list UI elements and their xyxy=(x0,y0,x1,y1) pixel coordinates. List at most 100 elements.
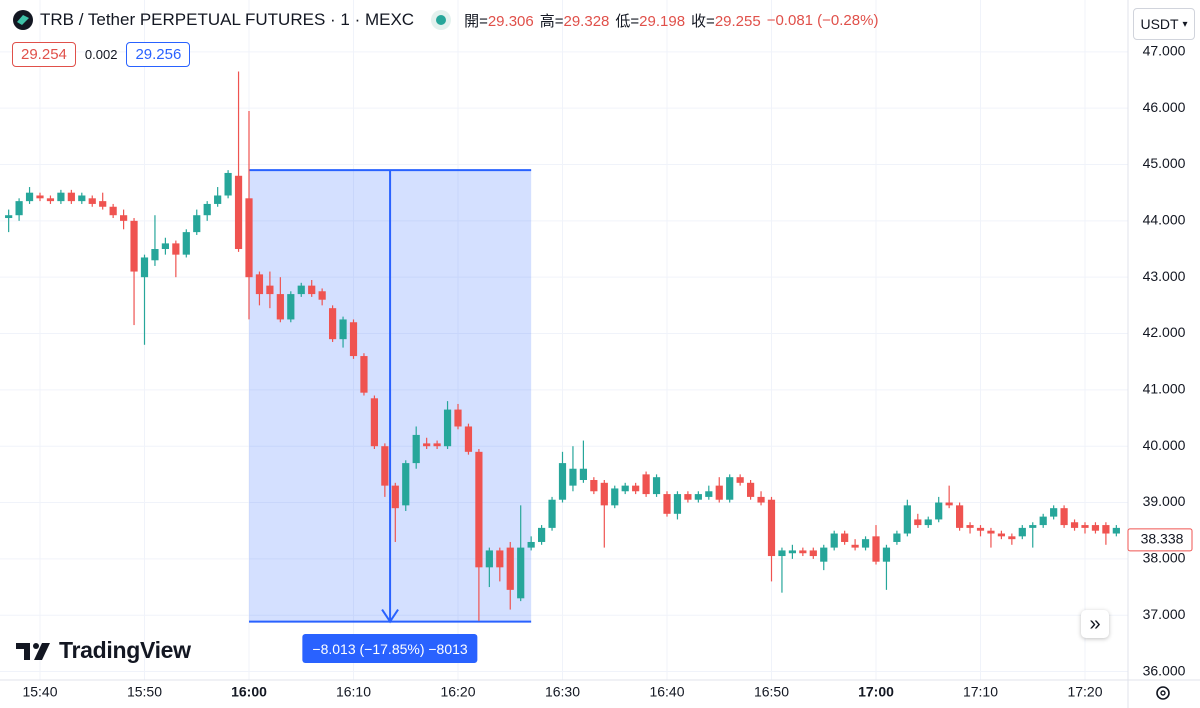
candle-body xyxy=(1091,525,1100,531)
candle-body xyxy=(966,525,974,528)
candle-body xyxy=(705,491,713,497)
candle-body xyxy=(15,201,23,216)
candle-body xyxy=(245,198,253,278)
ohlc-label: 開= xyxy=(464,12,488,30)
last-price-box xyxy=(1127,528,1193,552)
candle-body xyxy=(1008,536,1016,540)
candle-body xyxy=(349,322,358,357)
candle-body xyxy=(99,201,107,207)
y-tick-label: 47.000 xyxy=(1143,43,1186,59)
logo-text: TradingView xyxy=(59,637,191,663)
x-tick-label: 17:00 xyxy=(858,684,894,700)
candle-body xyxy=(767,499,776,557)
header: TRB / Tether PERPETUAL FUTURES · 1 · MEX… xyxy=(12,9,878,31)
candle-body xyxy=(1018,527,1026,537)
candle-body xyxy=(214,195,222,204)
candle-body xyxy=(611,488,619,506)
candle-body xyxy=(997,533,1005,537)
candle-body xyxy=(297,285,305,295)
candle-body xyxy=(391,485,399,509)
scroll-to-latest[interactable]: » xyxy=(1081,610,1109,638)
candle-body xyxy=(715,485,723,500)
x-tick-label: 15:50 xyxy=(127,684,162,700)
settings-icon-core xyxy=(1160,690,1166,696)
candle-body xyxy=(820,547,828,562)
candle-body xyxy=(538,527,546,542)
y-tick-label: 37.000 xyxy=(1143,606,1186,622)
measure-label: −8.013 (−17.85%) −8013 xyxy=(302,634,478,663)
candle-body xyxy=(548,499,556,528)
candle-body xyxy=(475,451,483,568)
candle-body xyxy=(329,308,337,340)
candle-body xyxy=(872,536,880,562)
x-tick-label: 17:20 xyxy=(1067,684,1102,700)
candle-body xyxy=(161,243,169,250)
candle-body xyxy=(433,443,441,447)
candle-body xyxy=(370,398,378,447)
ohlc-label: 低= xyxy=(615,12,640,30)
candle-body xyxy=(423,443,431,447)
price-boxes: 29.254 0.002 29.256 xyxy=(12,42,191,67)
x-tick-label: 16:50 xyxy=(754,684,789,700)
candle-body xyxy=(851,544,859,548)
ohlc-label: 收= xyxy=(691,12,715,30)
candle-body xyxy=(381,446,389,486)
ask-price[interactable]: 29.256 xyxy=(126,42,191,67)
y-tick-label: 42.000 xyxy=(1143,324,1186,340)
y-tick-label: 41.000 xyxy=(1143,381,1186,397)
candle-body xyxy=(663,494,671,514)
logo[interactable]: TradingView xyxy=(16,637,191,664)
y-tick-label: 44.000 xyxy=(1143,212,1186,228)
candle-body xyxy=(203,203,211,216)
ohlc-item: 高=29.328 xyxy=(540,10,610,31)
x-tick-label: 16:10 xyxy=(336,684,371,700)
symbol-title[interactable]: TRB / Tether PERPETUAL FUTURES · 1 · MEX… xyxy=(40,10,415,29)
y-tick-label: 38.000 xyxy=(1143,550,1186,566)
candle-body xyxy=(402,463,410,506)
candle-body xyxy=(673,494,682,514)
change: −0.081 (−0.28%) xyxy=(766,11,879,29)
candle-body xyxy=(788,550,796,554)
candle-body xyxy=(1050,508,1058,517)
candle-body xyxy=(600,482,608,506)
x-tick-label: 16:00 xyxy=(231,684,267,700)
candle-body xyxy=(1081,525,1089,528)
candle-body xyxy=(956,505,964,528)
ohlc-value: 29.198 xyxy=(639,12,686,30)
candle-body xyxy=(882,547,891,562)
candle-body xyxy=(308,285,316,295)
candle-body xyxy=(1060,508,1068,526)
ohlc-item: 低=29.198 xyxy=(615,10,685,31)
currency: USDT xyxy=(1140,16,1179,32)
candle-body xyxy=(67,192,75,202)
candle-body xyxy=(36,195,44,199)
candle-body xyxy=(193,215,201,233)
ohlc-value: 29.328 xyxy=(563,12,610,30)
candle-body xyxy=(318,291,326,300)
candle-body xyxy=(558,463,567,500)
y-tick-label: 45.000 xyxy=(1143,155,1186,171)
ohlc-item: 開=29.306 xyxy=(464,10,534,31)
currency-button[interactable]: USDT ▾ xyxy=(1133,8,1195,40)
candle-body xyxy=(569,468,577,486)
candle-body xyxy=(976,527,985,531)
status-dot xyxy=(436,15,447,25)
candle-body xyxy=(140,257,149,278)
candle-body xyxy=(5,215,13,219)
candle-body xyxy=(642,474,650,495)
candle-body xyxy=(287,294,295,320)
candle-body xyxy=(809,550,817,557)
candle-body xyxy=(799,550,807,554)
candle-body xyxy=(485,550,493,568)
candle-body xyxy=(412,434,420,464)
ohlc-value: 29.306 xyxy=(487,12,534,30)
candle-body xyxy=(652,477,661,495)
candle-body xyxy=(1102,525,1110,534)
candle-body xyxy=(632,485,640,492)
candle-body xyxy=(694,494,702,500)
candle-body xyxy=(339,319,347,340)
candle-body xyxy=(861,539,870,548)
candle-body xyxy=(224,172,232,196)
bid-price[interactable]: 29.254 xyxy=(12,42,76,67)
